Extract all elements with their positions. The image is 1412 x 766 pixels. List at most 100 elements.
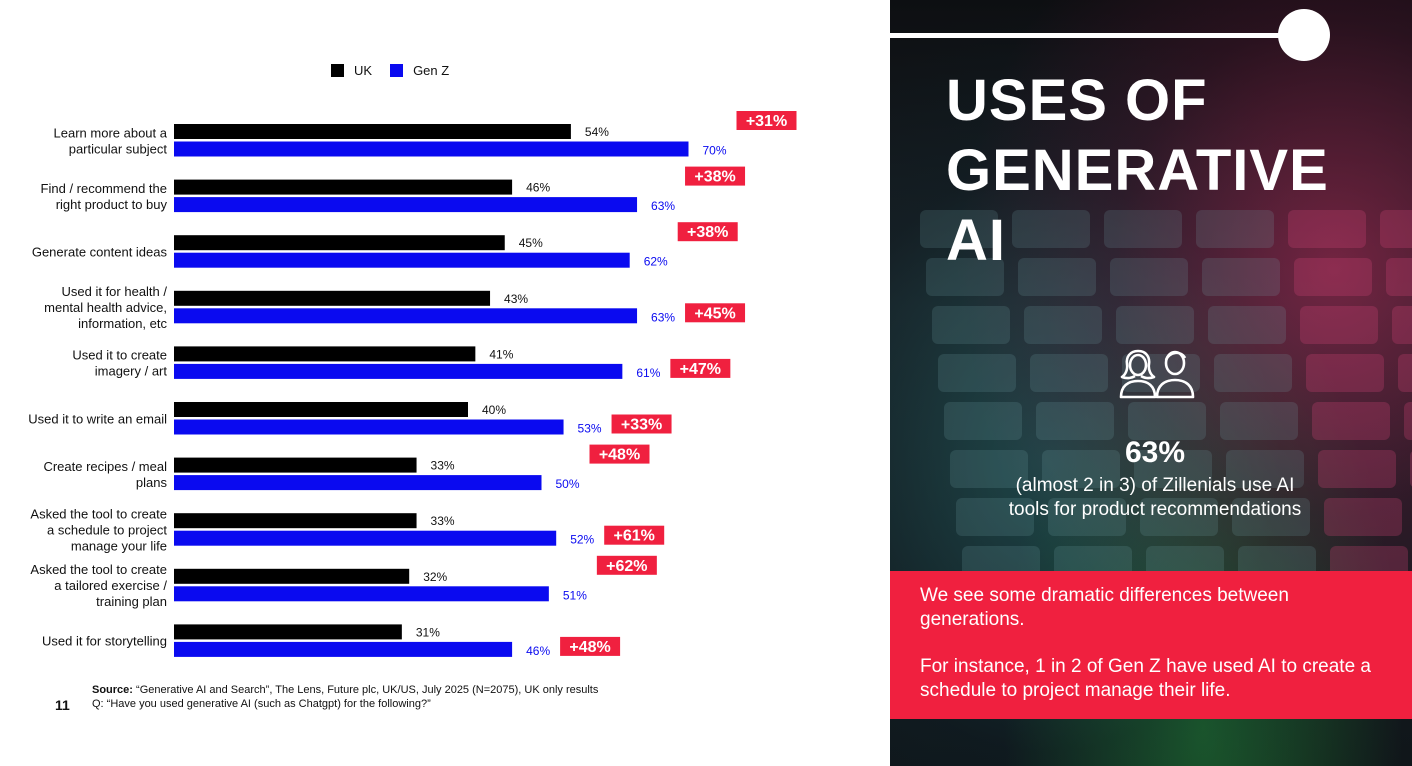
stat-caption: (almost 2 in 3) of Zillenials use AI too… (1008, 475, 1302, 520)
page-number: 11 (55, 697, 70, 713)
keyboard-key (1104, 210, 1182, 248)
difference-badge-label: +31% (746, 113, 787, 130)
bar-uk (174, 457, 417, 473)
category-label: Asked the tool to create (30, 506, 167, 521)
keyboard-key (1036, 402, 1114, 440)
value-label-genz: 50% (556, 477, 580, 491)
keyboard-key (1048, 498, 1126, 536)
value-label-genz: 63% (651, 199, 675, 213)
difference-badge (685, 166, 746, 186)
legend-item-genz: Gen Z (390, 63, 449, 78)
chart-area: UK Gen Z 54% 70% +31% Learn more about a par… (28, 63, 797, 713)
category-label: plans (136, 475, 168, 490)
keyboard-key (950, 450, 1028, 488)
keyboard-key (1232, 498, 1310, 536)
keyboard-key (1318, 450, 1396, 488)
value-label-uk: 31% (416, 625, 440, 639)
legend-swatch-genz (390, 64, 404, 77)
keyboard-key (1294, 258, 1372, 296)
category-label: Used it to create (72, 348, 167, 363)
value-label-uk: 46% (526, 181, 550, 195)
keyboard-key (956, 498, 1034, 536)
value-label-uk: 43% (504, 292, 528, 306)
difference-badge (670, 358, 731, 378)
value-label-uk: 40% (482, 403, 506, 417)
keyboard-key (1018, 258, 1096, 296)
difference-badge-label: +48% (599, 447, 640, 464)
keyboard-key (1140, 498, 1218, 536)
bar-uk (174, 402, 468, 417)
bar-uk (174, 624, 402, 640)
bar-genz (174, 197, 638, 213)
difference-badge-label: +48% (569, 639, 610, 656)
bar-uk (174, 346, 476, 362)
bar-genz (174, 419, 564, 435)
bar-genz (174, 475, 542, 491)
keyboard-key (1116, 306, 1194, 344)
difference-badge-label: +33% (621, 417, 662, 434)
category-label: Create recipes / meal (43, 459, 167, 474)
category-label: right product to buy (56, 197, 168, 212)
difference-badge (596, 555, 657, 575)
category-label: Used it for storytelling (42, 634, 167, 649)
difference-badge-label: +38% (694, 169, 735, 186)
difference-badge (685, 303, 746, 323)
keyboard-key (1012, 210, 1090, 248)
bar-genz (174, 363, 623, 379)
difference-badge-label: +47% (680, 361, 721, 378)
bar-uk (174, 179, 513, 195)
keyboard-key (1128, 402, 1206, 440)
source-text: “Generative AI and Search”, The Lens, Fu… (132, 684, 599, 696)
value-label-uk: 45% (519, 236, 543, 250)
category-label: Used it to write an email (28, 411, 167, 426)
keyboard-key (1024, 306, 1102, 344)
difference-badge (604, 525, 665, 545)
panel-divider-line (890, 33, 1290, 38)
keyboard-key (1220, 402, 1298, 440)
two-people-icon (1119, 349, 1195, 399)
bar-uk (174, 568, 410, 584)
keyboard-key (944, 402, 1022, 440)
keyboard-key (920, 210, 998, 248)
keyboard-key (1202, 258, 1280, 296)
bar-uk (174, 235, 505, 251)
bar-genz (174, 252, 630, 268)
bar-genz (174, 641, 513, 657)
keyboard-key (1312, 402, 1390, 440)
keyboard-key (1134, 450, 1212, 488)
difference-badge-label: +61% (614, 528, 655, 545)
value-label-genz: 53% (578, 422, 602, 436)
keyboard-key (926, 258, 1004, 296)
category-label: Find / recommend the (41, 181, 167, 196)
keyboard-key (1042, 450, 1120, 488)
stat-value: 63% (1124, 436, 1186, 469)
bar-genz (174, 141, 689, 157)
panel-divider-dot (1278, 9, 1330, 61)
legend-item-uk: UK (331, 63, 372, 78)
value-label-genz: 51% (563, 588, 587, 602)
insight-box: We see some dramatic differences between… (890, 571, 1412, 719)
value-label-uk: 41% (489, 347, 513, 361)
value-label-genz: 52% (570, 533, 594, 547)
category-label: training plan (96, 594, 167, 609)
category-label: Asked the tool to create (30, 562, 167, 577)
difference-badge-label: +62% (606, 558, 647, 575)
keyboard-key (1288, 210, 1366, 248)
difference-badge (589, 444, 650, 464)
source-label: Source: (92, 684, 133, 696)
category-label: imagery / art (95, 364, 168, 379)
bar-genz (174, 586, 549, 602)
keyboard-key (1386, 258, 1412, 296)
category-label: particular subject (69, 141, 168, 156)
panel-title: USES OF GENERATIVE AI (946, 66, 1386, 276)
value-label-uk: 54% (585, 125, 609, 139)
category-label: Learn more about a (54, 125, 168, 140)
keyboard-key (1110, 258, 1188, 296)
source-note: Source: “Generative AI and Search”, The … (92, 683, 652, 711)
keyboard-key (932, 306, 1010, 344)
value-label-genz: 62% (644, 255, 668, 269)
legend-label-uk: UK (354, 63, 373, 78)
keyboard-key (1380, 210, 1412, 248)
bar-uk (174, 513, 417, 529)
